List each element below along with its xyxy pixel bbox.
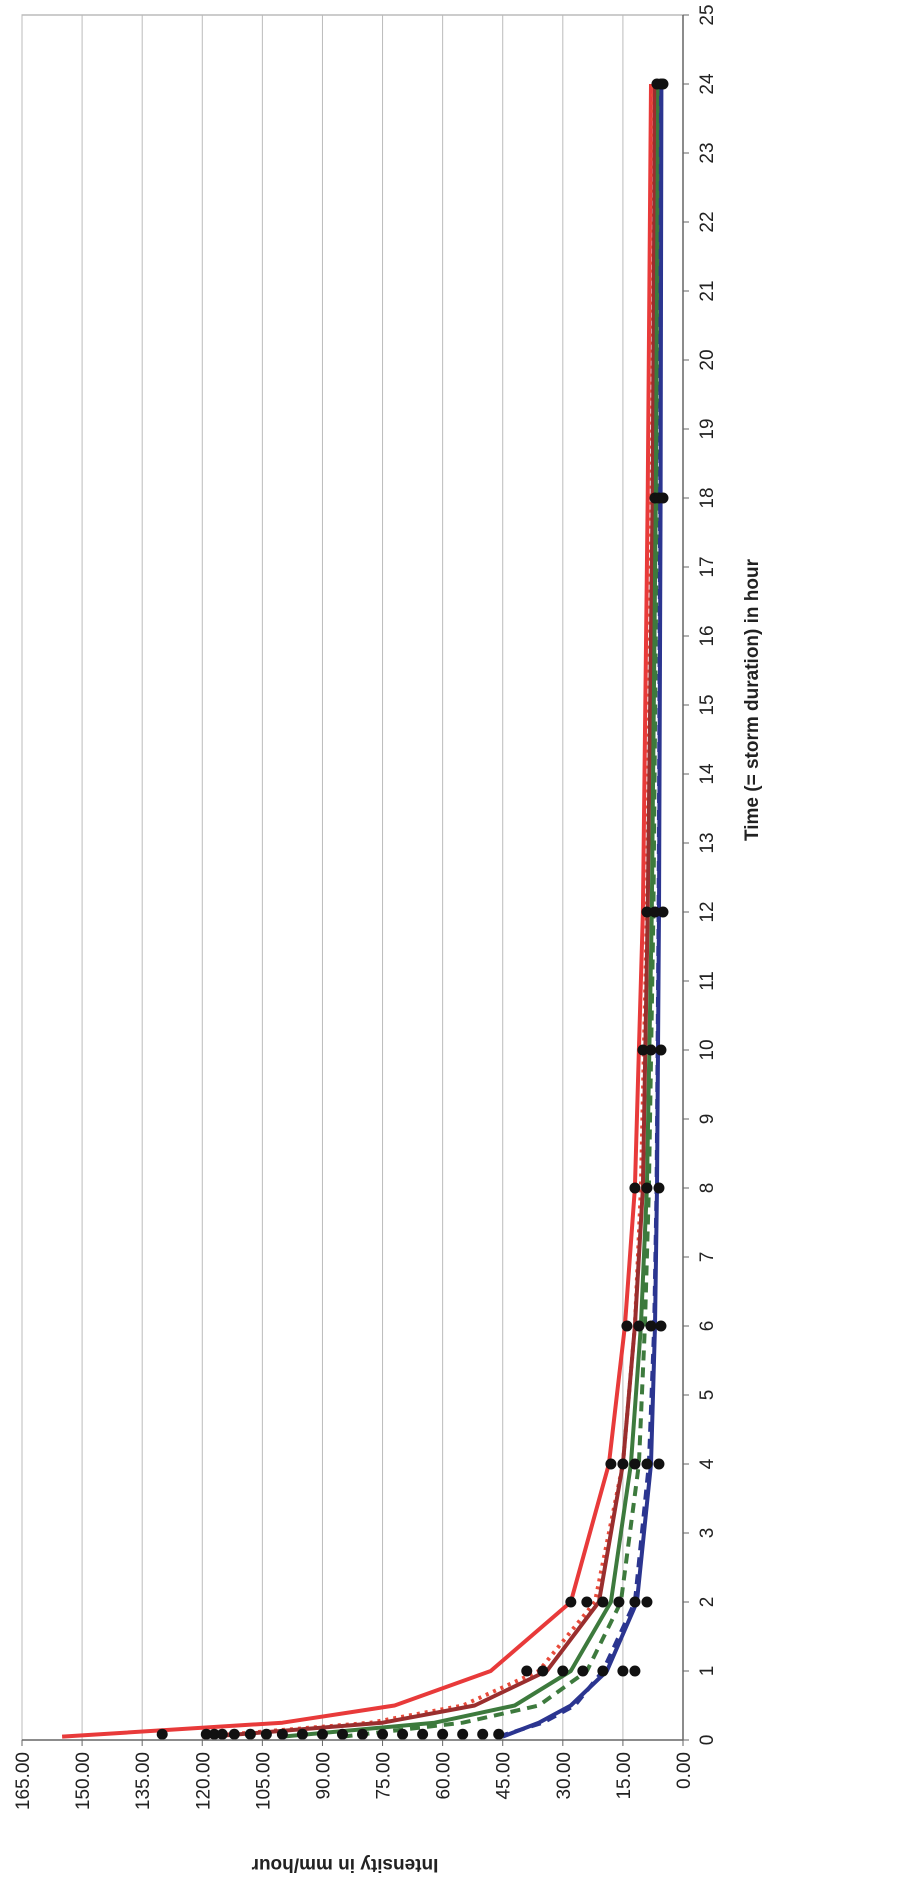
y-tick-label: 0.00 [674,1752,695,1789]
data-point [377,1728,389,1740]
x-tick-label: 6 [697,1321,718,1332]
x-tick-label: 15 [697,694,718,715]
x-tick-label: 21 [697,280,718,301]
data-point [493,1728,505,1740]
data-point [397,1728,409,1740]
x-tick-label: 10 [697,1039,718,1060]
data-point [633,1320,645,1332]
data-point [296,1728,308,1740]
x-tick-label: 0 [697,1735,718,1746]
data-point [645,1044,657,1056]
y-tick-label: 135.00 [133,1752,154,1810]
data-point [613,1596,625,1608]
data-point [557,1665,569,1677]
data-point [565,1596,577,1608]
data-point [657,78,669,90]
x-tick-label: 13 [697,832,718,853]
data-point [336,1728,348,1740]
data-point [653,1458,665,1470]
data-point [629,1596,641,1608]
x-tick-label: 2 [697,1597,718,1608]
data-point [641,1182,653,1194]
rotated-chart: Time (= storm duration) in hour Intensit… [13,4,763,1875]
x-tick-label: 4 [697,1458,718,1469]
data-point [316,1728,328,1740]
y-tick-label: 105.00 [253,1752,274,1810]
y-tick-label: 45.00 [494,1752,515,1800]
data-point [637,1044,649,1056]
x-tick-label: 18 [697,487,718,508]
x-tick-label: 5 [697,1390,718,1401]
x-tick-label: 24 [697,73,718,95]
x-tick-label: 22 [697,211,718,232]
data-point [597,1665,609,1677]
data-point [577,1665,589,1677]
data-point [657,906,669,918]
y-tick-label: 150.00 [73,1752,94,1810]
data-point [649,906,661,918]
data-point [156,1728,168,1740]
x-tick-label: 3 [697,1528,718,1539]
data-point [653,1182,665,1194]
data-point [617,1665,629,1677]
data-point [200,1728,212,1740]
data-point [276,1728,288,1740]
plot-area [21,14,684,1741]
data-point [629,1458,641,1470]
data-point [657,492,669,504]
data-point [521,1665,533,1677]
data-point [605,1458,617,1470]
data-point [641,1596,653,1608]
data-point [457,1728,469,1740]
x-tick-label: 14 [697,763,718,785]
x-tick-label: 7 [697,1252,718,1263]
x-tick-label: 16 [697,625,718,646]
data-point [641,906,653,918]
data-point [629,1665,641,1677]
x-tick-label: 12 [697,901,718,922]
data-point [629,1182,641,1194]
data-point [655,1044,667,1056]
x-tick-label: 11 [697,971,718,991]
data-point [581,1596,593,1608]
data-point [208,1728,220,1740]
y-tick-label: 165.00 [13,1752,34,1810]
data-point [655,1320,667,1332]
x-tick-label: 17 [697,556,718,577]
data-point [260,1728,272,1740]
data-point [216,1728,228,1740]
x-tick-label: 19 [697,418,718,439]
y-tick-label: 15.00 [614,1752,635,1800]
data-point [537,1665,549,1677]
data-point [357,1728,369,1740]
x-tick-label: 1 [697,1666,718,1677]
data-point [244,1728,256,1740]
y-tick-label: 30.00 [554,1752,575,1800]
data-point [645,1320,657,1332]
x-tick-label: 20 [697,349,718,370]
x-tick-label: 23 [697,142,718,163]
data-point [617,1458,629,1470]
data-point [641,1458,653,1470]
y-tick-label: 60.00 [434,1752,455,1800]
data-point [437,1728,449,1740]
data-point [621,1320,633,1332]
x-tick-label: 25 [697,4,718,25]
series-line [342,83,661,1739]
data-point [477,1728,489,1740]
data-point [417,1728,429,1740]
x-tick-label: 8 [697,1183,718,1194]
y-tick-label: 90.00 [313,1752,334,1800]
y-tick-label: 120.00 [193,1752,214,1810]
y-tick-label: 75.00 [374,1752,395,1800]
x-tick-label: 9 [697,1114,718,1125]
data-point [228,1728,240,1740]
y-axis-title: Intensity in mm/hour [251,1854,438,1875]
data-point [597,1596,609,1608]
x-axis-title: Time (= storm duration) in hour [742,558,763,841]
